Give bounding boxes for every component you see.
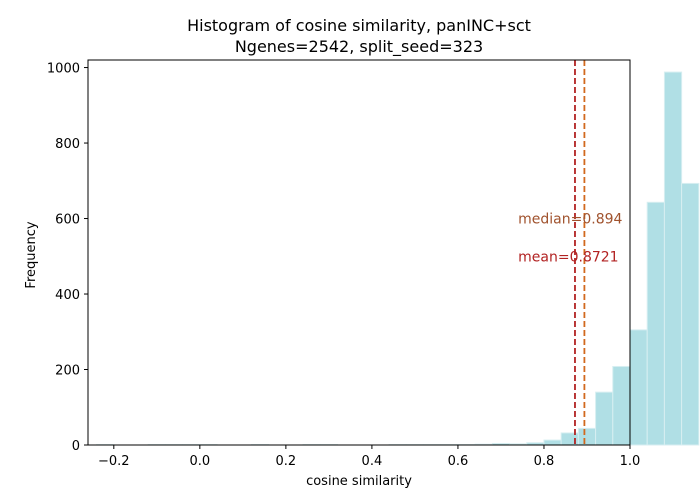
y-axis-label: Frequency — [24, 221, 39, 288]
histogram-bar — [663, 71, 683, 446]
x-axis-ticks: −0.2 0.0 0.2 0.4 0.6 0.8 1.0 — [98, 445, 640, 469]
plot-frame — [87, 59, 631, 446]
y-tick-label: 0 — [72, 439, 80, 454]
y-tick-label: 800 — [55, 137, 80, 152]
bars-group — [96, 71, 700, 446]
histogram-bar — [629, 329, 648, 446]
chart-title-line2: Ngenes=2542, split_seed=323 — [235, 37, 483, 57]
x-axis-label: cosine similarity — [306, 474, 412, 489]
x-tick-label: 0.0 — [189, 454, 210, 469]
histogram-bar — [577, 427, 597, 446]
mean-annotation: mean=0.8721 — [518, 249, 618, 265]
y-axis-ticks: 0 200 400 600 800 1000 — [47, 62, 88, 454]
x-tick-label: 0.6 — [448, 454, 469, 469]
histogram-bar — [612, 365, 631, 446]
x-tick-label: −0.2 — [98, 454, 130, 469]
x-tick-label: 0.2 — [276, 454, 297, 469]
histogram-bar — [681, 182, 700, 446]
histogram-bar — [595, 391, 614, 446]
y-tick-label: 200 — [55, 364, 80, 379]
x-tick-label: 1.0 — [620, 454, 641, 469]
x-tick-label: 0.4 — [362, 454, 383, 469]
y-tick-label: 600 — [55, 213, 80, 228]
x-tick-label: 0.8 — [534, 454, 555, 469]
median-annotation: median=0.894 — [518, 212, 622, 228]
reference-lines-group — [574, 60, 586, 445]
histogram-bar — [646, 201, 665, 446]
y-tick-label: 400 — [55, 288, 80, 303]
histogram-bar — [543, 439, 562, 446]
chart-title-line1: Histogram of cosine similarity, panINC+s… — [187, 16, 531, 35]
annotations-group: median=0.894 mean=0.8721 — [518, 212, 622, 266]
y-tick-label: 1000 — [47, 62, 80, 77]
